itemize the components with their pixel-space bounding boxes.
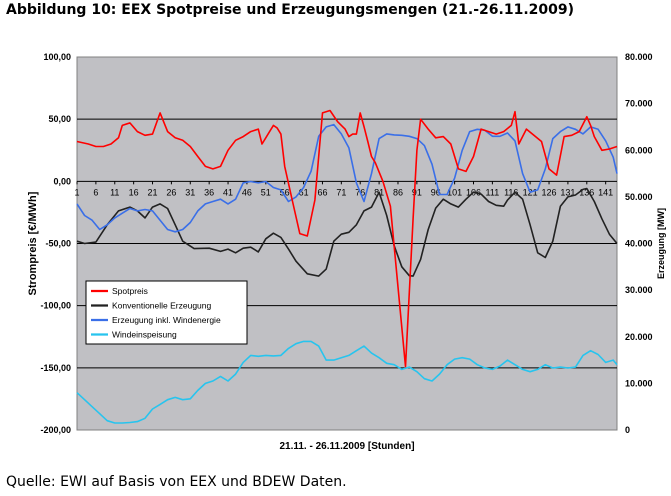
x-tick-label: 26 — [166, 187, 176, 197]
x-tick-label: 91 — [412, 187, 422, 197]
chart: 100,00 50,00 0,00 -50,00 -100,00 -150,00 -200,… — [0, 40, 671, 460]
x-tick-label: 71 — [336, 187, 346, 197]
x-tick-label: 111 — [486, 187, 500, 197]
x-tick-label: 51 — [261, 187, 271, 197]
legend-label: Konventionelle Erzeugung — [112, 301, 212, 311]
left-tick-label: 100,00 — [43, 52, 71, 62]
right-tick-label: 0 — [625, 425, 630, 435]
x-tick-label: 6 — [93, 187, 98, 197]
x-tick-label: 126 — [542, 187, 557, 197]
x-tick-label: 131 — [560, 187, 575, 197]
x-tick-label: 136 — [579, 187, 594, 197]
left-tick-label: -50,00 — [45, 239, 71, 249]
source-note: Quelle: EWI auf Basis von EEX und BDEW D… — [6, 474, 347, 490]
legend-label: Spotpreis — [112, 286, 148, 296]
right-tick-label: 50.000 — [625, 192, 653, 202]
x-tick-label: 66 — [317, 187, 327, 197]
left-axis-ticks: 100,00 50,00 0,00 -50,00 -100,00 -150,00 -200,… — [40, 52, 71, 435]
right-tick-label: 60.000 — [625, 145, 653, 155]
legend-label: Windeinspeisung — [112, 330, 177, 340]
y-axis-label-right: Erzeugung [MW] — [656, 208, 666, 279]
x-tick-label: 46 — [242, 187, 252, 197]
legend-box — [85, 280, 248, 345]
page-title: Abbildung 10: EEX Spotpreise und Erzeugu… — [6, 2, 575, 18]
right-tick-label: 40.000 — [625, 239, 653, 249]
right-axis-ticks: 80.000 70.000 60.000 50.000 40.000 30.000 20.0… — [625, 52, 653, 435]
chart-svg: 100,00 50,00 0,00 -50,00 -100,00 -150,00 -200,… — [27, 52, 666, 452]
series-lines — [76, 109, 618, 424]
grid-lines — [77, 118, 617, 369]
series-line-spotpreis — [76, 109, 618, 368]
right-tick-label: 70.000 — [625, 99, 653, 109]
right-tick-label: 10.000 — [625, 378, 653, 388]
x-tick-label: 86 — [393, 187, 403, 197]
x-tick-label: 31 — [185, 187, 195, 197]
x-tick-label: 41 — [223, 187, 233, 197]
x-tick-label: 116 — [504, 187, 518, 197]
x-tick-label: 1 — [74, 187, 79, 197]
x-tick-label: 11 — [110, 187, 119, 197]
y-axis-label-left: Strompreis [€/MWh] — [27, 191, 39, 295]
right-tick-label: 30.000 — [625, 285, 653, 295]
x-tick-label: 56 — [280, 187, 290, 197]
right-tick-label: 20.000 — [625, 332, 653, 342]
x-tick-label: 101 — [447, 187, 462, 197]
series-line-windeinspeisung — [76, 340, 618, 424]
x-tick-label: 96 — [431, 187, 441, 197]
left-tick-label: 0,00 — [53, 176, 71, 186]
x-axis-label: 21.11. - 26.11.2009 [Stunden] — [279, 441, 414, 452]
x-tick-label: 141 — [598, 187, 613, 197]
left-tick-label: -150,00 — [40, 363, 71, 373]
series-line-erzeugung-inkl-windenergie — [76, 123, 618, 233]
legend: Spotpreis Konventionelle Erzeugung Erzeugu… — [85, 280, 248, 345]
right-tick-label: 80.000 — [625, 52, 653, 62]
x-tick-label: 36 — [204, 187, 214, 197]
legend-label: Erzeugung inkl. Windenergie — [112, 315, 221, 325]
x-tick-label: 21 — [148, 187, 158, 197]
left-tick-label: 50,00 — [48, 114, 71, 124]
left-tick-label: -100,00 — [40, 301, 71, 311]
x-tick-label: 16 — [129, 187, 139, 197]
left-tick-label: -200,00 — [40, 425, 71, 435]
x-tick-label: 61 — [299, 187, 309, 197]
